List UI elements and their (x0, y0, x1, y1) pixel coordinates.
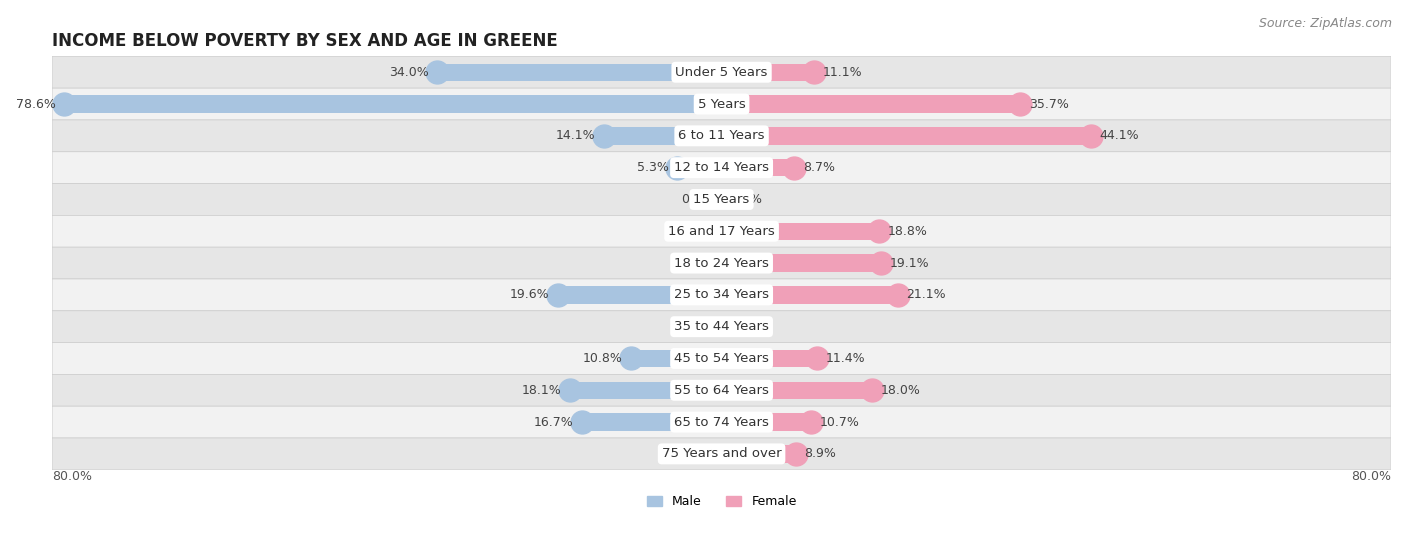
Text: 55 to 64 Years: 55 to 64 Years (673, 384, 769, 397)
Text: 6 to 11 Years: 6 to 11 Years (678, 129, 765, 142)
Text: 0.0%: 0.0% (682, 257, 713, 270)
Text: 15 Years: 15 Years (693, 193, 749, 206)
Text: 44.1%: 44.1% (1099, 129, 1139, 142)
FancyBboxPatch shape (52, 406, 1391, 438)
Bar (721, 191, 725, 208)
Bar (721, 318, 725, 335)
Text: 35 to 44 Years: 35 to 44 Years (673, 320, 769, 333)
Text: 25 to 34 Years: 25 to 34 Years (673, 288, 769, 301)
Text: 19.6%: 19.6% (509, 288, 550, 301)
Text: 34.0%: 34.0% (389, 66, 429, 79)
Text: 5.3%: 5.3% (637, 161, 669, 174)
Text: 16.7%: 16.7% (534, 416, 574, 429)
Text: 18.8%: 18.8% (887, 225, 927, 238)
Text: 10.8%: 10.8% (583, 352, 623, 365)
Text: 0.0%: 0.0% (730, 320, 762, 333)
Text: 5 Years: 5 Years (697, 98, 745, 110)
Text: 10.7%: 10.7% (820, 416, 859, 429)
Bar (721, 413, 811, 431)
Text: 0.0%: 0.0% (682, 320, 713, 333)
FancyBboxPatch shape (52, 215, 1391, 247)
Text: 0.0%: 0.0% (682, 193, 713, 206)
Text: 78.6%: 78.6% (15, 98, 55, 110)
Bar (582, 413, 721, 431)
Legend: Male, Female: Male, Female (641, 490, 801, 513)
FancyBboxPatch shape (52, 88, 1391, 120)
Text: 18 to 24 Years: 18 to 24 Years (673, 257, 769, 270)
FancyBboxPatch shape (52, 343, 1391, 374)
Bar (721, 254, 882, 272)
Bar (717, 318, 721, 335)
Bar (721, 350, 817, 367)
Text: Under 5 Years: Under 5 Years (675, 66, 768, 79)
Text: 80.0%: 80.0% (52, 470, 93, 483)
Text: Source: ZipAtlas.com: Source: ZipAtlas.com (1258, 17, 1392, 30)
Text: 14.1%: 14.1% (555, 129, 595, 142)
Text: 35.7%: 35.7% (1029, 98, 1069, 110)
Bar (569, 382, 721, 399)
FancyBboxPatch shape (52, 247, 1391, 279)
Text: 65 to 74 Years: 65 to 74 Years (673, 416, 769, 429)
Text: 0.0%: 0.0% (682, 225, 713, 238)
Text: 19.1%: 19.1% (890, 257, 929, 270)
Text: 16 and 17 Years: 16 and 17 Years (668, 225, 775, 238)
Bar (603, 127, 721, 145)
FancyBboxPatch shape (52, 374, 1391, 406)
Text: 18.1%: 18.1% (522, 384, 562, 397)
FancyBboxPatch shape (52, 311, 1391, 343)
FancyBboxPatch shape (52, 438, 1391, 470)
Text: INCOME BELOW POVERTY BY SEX AND AGE IN GREENE: INCOME BELOW POVERTY BY SEX AND AGE IN G… (52, 32, 558, 50)
Text: 0.0%: 0.0% (730, 193, 762, 206)
Text: 80.0%: 80.0% (1351, 470, 1391, 483)
Text: 18.0%: 18.0% (880, 384, 921, 397)
Bar (721, 159, 794, 176)
Bar (631, 350, 721, 367)
Text: 21.1%: 21.1% (907, 288, 946, 301)
Bar (721, 95, 1021, 113)
Bar (717, 445, 721, 463)
Bar (721, 64, 814, 81)
Text: 11.1%: 11.1% (823, 66, 862, 79)
FancyBboxPatch shape (52, 56, 1391, 88)
Bar (678, 159, 721, 176)
Text: 45 to 54 Years: 45 to 54 Years (673, 352, 769, 365)
Bar (558, 286, 721, 304)
FancyBboxPatch shape (52, 152, 1391, 184)
Text: 8.7%: 8.7% (803, 161, 835, 174)
FancyBboxPatch shape (52, 184, 1391, 215)
Bar (721, 445, 796, 463)
Text: 0.0%: 0.0% (682, 448, 713, 460)
Bar (721, 127, 1091, 145)
Bar (717, 191, 721, 208)
Bar (721, 382, 872, 399)
Bar (721, 286, 898, 304)
Text: 75 Years and over: 75 Years and over (662, 448, 782, 460)
Text: 11.4%: 11.4% (825, 352, 865, 365)
Bar (437, 64, 721, 81)
Bar (63, 95, 721, 113)
Bar (717, 254, 721, 272)
Text: 8.9%: 8.9% (804, 448, 837, 460)
Text: 12 to 14 Years: 12 to 14 Years (673, 161, 769, 174)
FancyBboxPatch shape (52, 120, 1391, 152)
Bar (721, 223, 879, 240)
Bar (717, 223, 721, 240)
FancyBboxPatch shape (52, 279, 1391, 311)
